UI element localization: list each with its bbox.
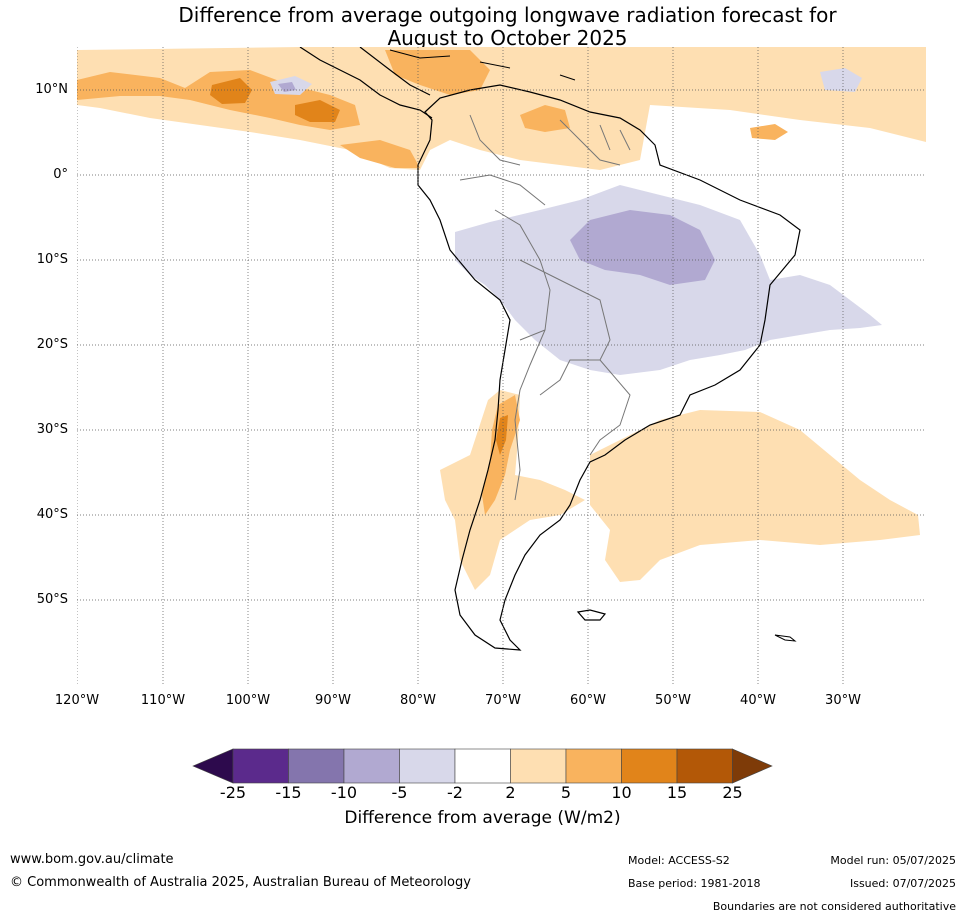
footer-copyright: © Commonwealth of Australia 2025, Austra… — [10, 875, 471, 890]
anomaly-region-positive-10-15-andes — [496, 415, 508, 455]
lon-tick-label: 50°W — [655, 693, 691, 708]
anomaly-region-positive-5-10-atlantic — [750, 124, 788, 140]
national-boundaries — [459, 114, 631, 501]
title-line-1: Difference from average outgoing longwav… — [178, 3, 837, 27]
colorbar-label: 15 — [666, 783, 688, 802]
lon-tick-label: 120°W — [54, 693, 100, 708]
lat-gridlines — [77, 89, 926, 601]
anomaly-region-positive-2-5-patagonia — [440, 390, 585, 590]
footer-disclaimer: Boundaries are not considered authoritat… — [712, 900, 956, 913]
colorbar-swatch-9 — [676, 748, 733, 784]
colorbar-swatch-4 — [399, 748, 456, 784]
colorbar-arrow-max — [732, 748, 773, 784]
coastline-south-georgia — [774, 634, 797, 642]
colorbar-swatch-6 — [510, 748, 567, 784]
colorbar-label: -10 — [330, 783, 358, 802]
colorbar-label: -25 — [219, 783, 247, 802]
coastline-south-america — [417, 84, 801, 651]
colorbar-title: Difference from average (W/m2) — [344, 808, 621, 828]
title-line-2: August to October 2025 — [387, 26, 628, 50]
anomaly-region-positive-2-5-south-atlantic — [590, 410, 920, 582]
anomaly-region-positive-5-10-venezuela — [520, 105, 570, 132]
colorbar-label: 10 — [611, 783, 632, 802]
footer-url[interactable]: www.bom.gov.au/climate — [10, 852, 174, 867]
colorbar-label: -2 — [447, 783, 463, 802]
lat-tick-label: 10°S — [36, 252, 68, 267]
colorbar-swatch-2 — [288, 748, 345, 784]
colorbar-label: 2 — [505, 783, 516, 802]
anomaly-region-positive-5-10-caribbean — [385, 50, 490, 95]
colorbar-swatch-1 — [232, 748, 289, 784]
lon-tick-label: 30°W — [825, 693, 861, 708]
footer-model-run: Model run: 05/07/2025 — [830, 854, 956, 867]
footer-base-period: Base period: 1981-2018 — [628, 877, 761, 890]
lat-tick-label: 10°N — [35, 82, 68, 97]
anomaly-region-negative-2-5-atlantic — [820, 68, 862, 92]
colorbar-swatch-3 — [343, 748, 400, 784]
map-title: Difference from average outgoing longwav… — [0, 4, 965, 50]
lon-tick-label: 40°W — [740, 693, 776, 708]
anomaly-region-negative-5-10-pacific — [278, 82, 296, 92]
lon-tick-label: 110°W — [140, 693, 186, 708]
lat-tick-label: 30°S — [36, 422, 68, 437]
colorbar-swatch-8 — [621, 748, 678, 784]
anomaly-region-positive-10-15-pacific-2 — [295, 100, 340, 122]
lon-tick-label: 60°W — [570, 693, 606, 708]
coastline-caribbean-islands — [389, 49, 576, 81]
lon-tick-label: 100°W — [225, 693, 271, 708]
colorbar-swatch-7 — [565, 748, 622, 784]
anomaly-region-positive-10-15-pacific-1 — [210, 78, 252, 104]
colorbar-label: 5 — [560, 783, 572, 802]
colorbar-swatch-5 — [454, 748, 511, 784]
lat-tick-label: 0° — [53, 167, 68, 182]
lon-tick-label: 90°W — [315, 693, 351, 708]
lon-tick-label: 70°W — [485, 693, 521, 708]
colorbar-label: -15 — [275, 783, 302, 802]
anomaly-region-positive-5-10-pacific-south — [340, 140, 420, 168]
lat-tick-label: 20°S — [36, 337, 68, 352]
lat-tick-label: 40°S — [36, 507, 68, 522]
lon-gridlines — [77, 47, 844, 685]
colorbar-label: 25 — [722, 783, 743, 802]
anomaly-region-negative-5-10-amazon — [570, 210, 715, 285]
colorbar-arrow-min — [192, 748, 234, 784]
anomaly-region-positive-5-10-andes — [482, 395, 520, 515]
colorbar-label: -5 — [391, 783, 408, 802]
lon-tick-label: 80°W — [400, 693, 436, 708]
footer-model: Model: ACCESS-S2 — [628, 854, 730, 867]
footer-issued: Issued: 07/07/2025 — [849, 877, 956, 890]
lat-tick-label: 50°S — [36, 592, 68, 607]
coastline-falklands — [576, 609, 607, 621]
colorbar — [192, 748, 773, 784]
